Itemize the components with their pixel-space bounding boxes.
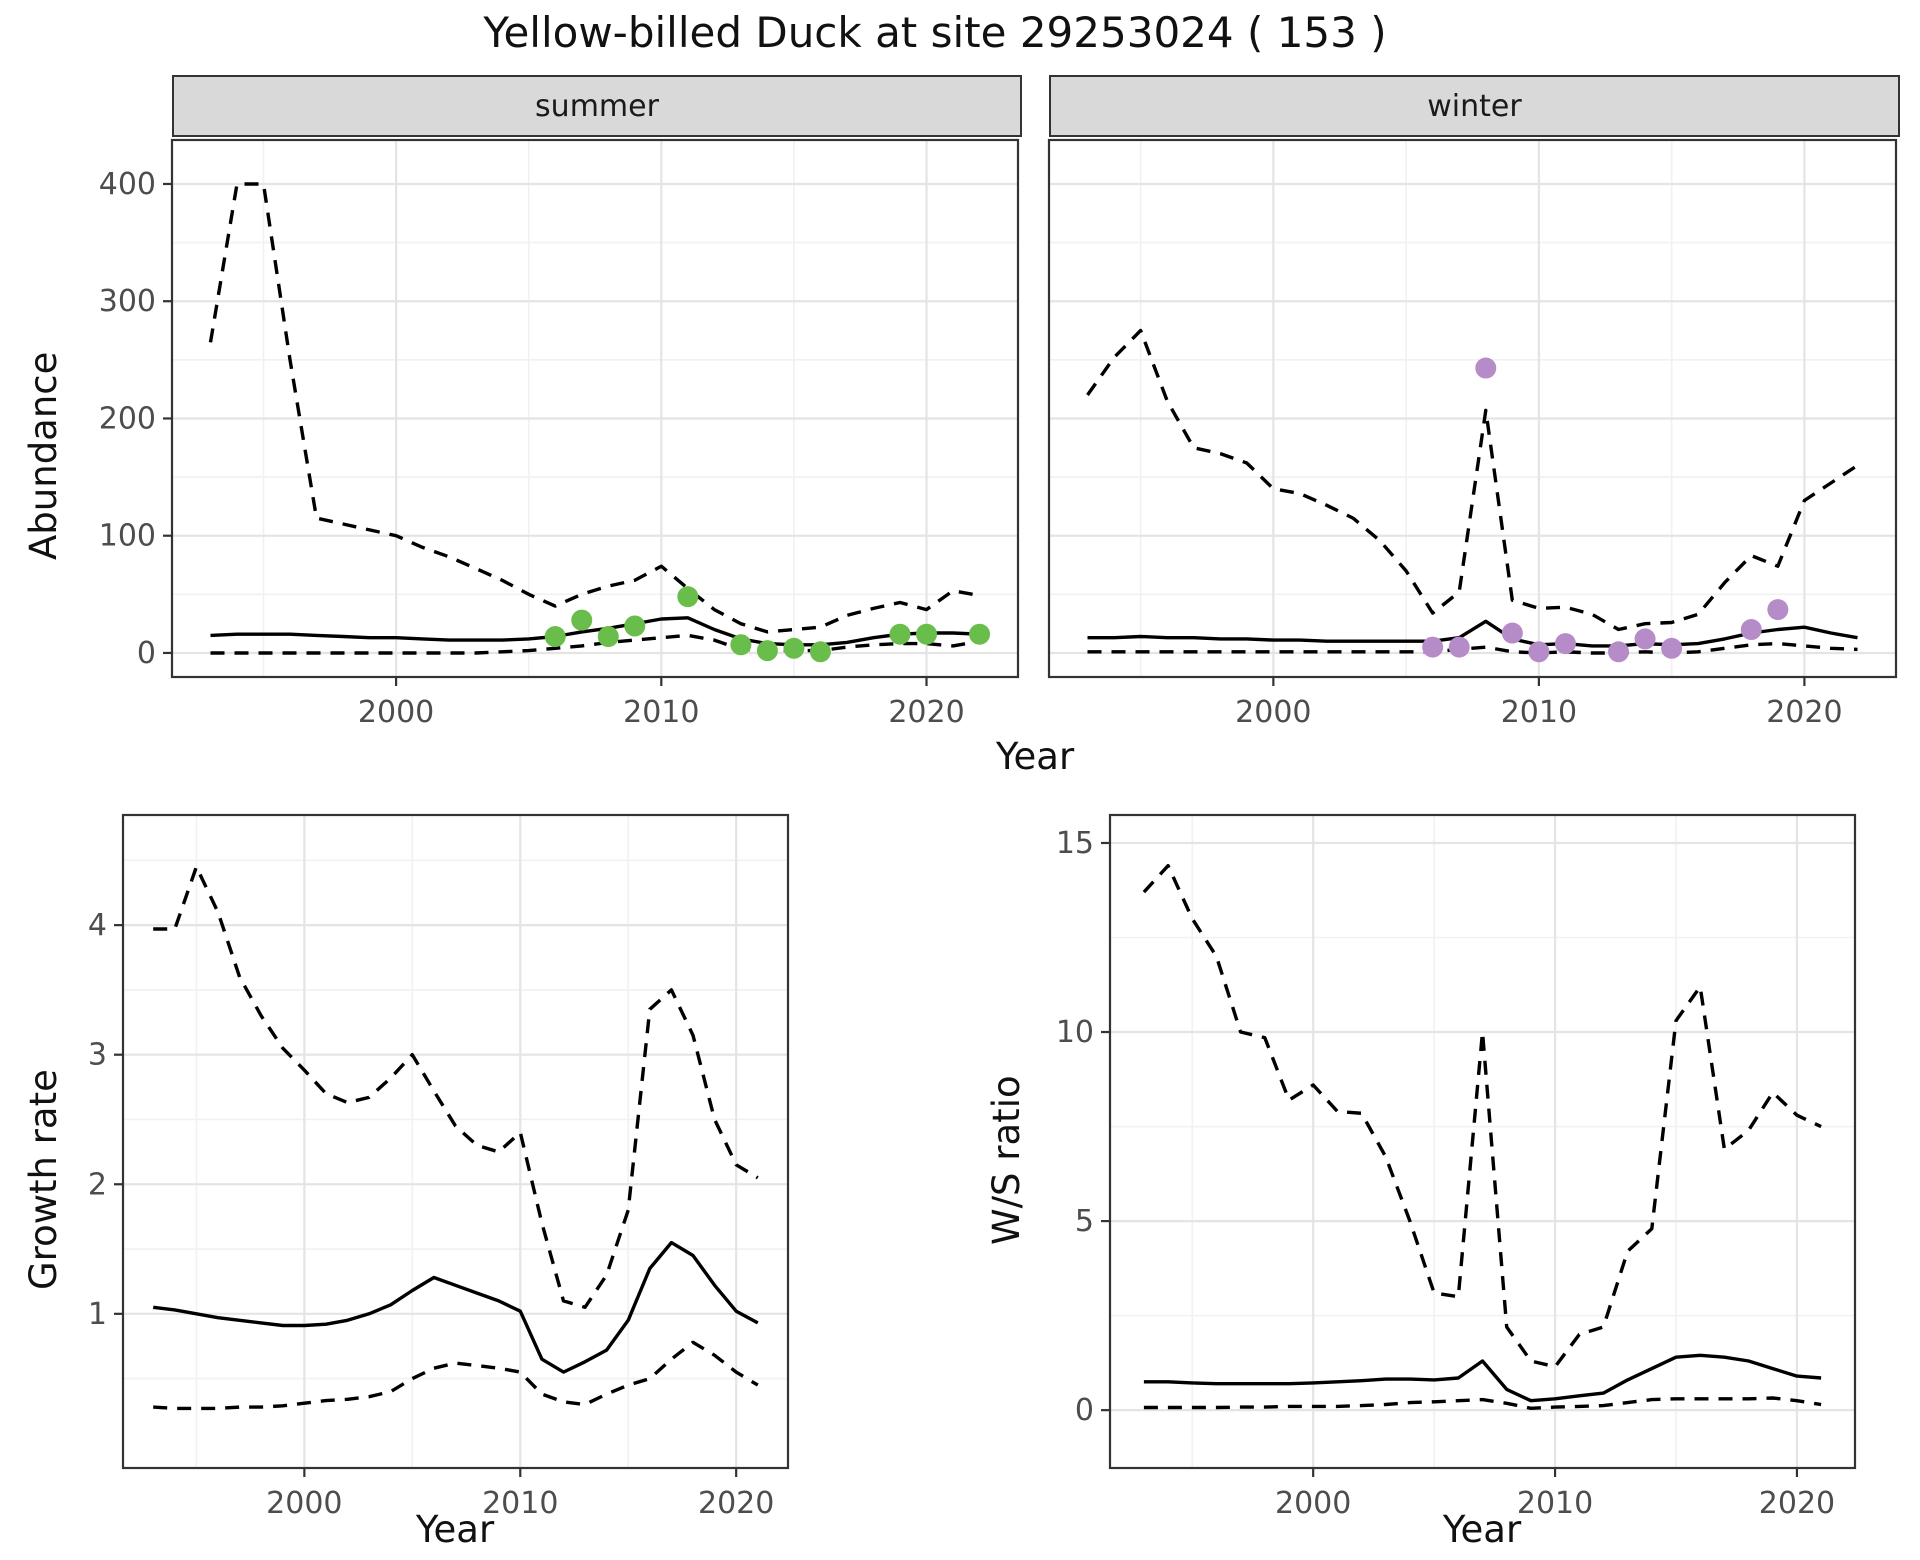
- growth-rate-panel: 2000 2010 2020 1 2 3 4: [88, 813, 790, 1521]
- y-axis-title-growth-rate: Growth rate: [22, 1069, 65, 1290]
- panel-background: [1049, 140, 1896, 677]
- x-axis-title-abundance: Year: [995, 735, 1075, 778]
- x-tick-label: 2020: [1759, 1486, 1835, 1521]
- winter-observation-point: [1528, 641, 1550, 663]
- summer-observation-point: [597, 626, 619, 648]
- x-tick-label: 2010: [1517, 1486, 1593, 1521]
- lower-ci-line: [210, 633, 980, 655]
- winter-observation-point: [1608, 641, 1630, 663]
- x-tick-label: 2020: [888, 695, 964, 730]
- winter-observation-point: [1767, 599, 1789, 621]
- summer-observation-point: [889, 623, 911, 645]
- x-tick-label: 2000: [358, 695, 434, 730]
- y-axis-title-ws-ratio: W/S ratio: [985, 1075, 1028, 1245]
- page-title: Yellow-billed Duck at site 29253024 ( 15…: [483, 8, 1387, 57]
- median-line: [210, 616, 980, 647]
- y-tick-label: 0: [1075, 1393, 1094, 1428]
- y-tick-label: 10: [1056, 1015, 1094, 1050]
- summer-observation-point: [809, 641, 831, 663]
- y-tick-label: 4: [88, 908, 107, 943]
- panel-border: [1047, 138, 1898, 679]
- panel-border: [1108, 813, 1857, 1470]
- panel-border: [170, 138, 1020, 679]
- y-tick-label: 200: [99, 401, 156, 436]
- summer-observation-point: [544, 626, 566, 648]
- x-tick-label: 2000: [1235, 695, 1311, 730]
- x-tick-label: 2010: [482, 1486, 558, 1521]
- y-tick-label: 5: [1075, 1204, 1094, 1239]
- facet-strip-winter-label: winter: [1427, 88, 1522, 124]
- summer-observation-point: [571, 609, 593, 631]
- summer-observation-point: [677, 586, 699, 608]
- winter-observation-point: [1634, 628, 1656, 650]
- panel-background: [123, 815, 788, 1468]
- median-line: [1087, 619, 1858, 648]
- winter-observation-point: [1501, 622, 1523, 644]
- winter-observation-point: [1475, 357, 1497, 379]
- facet-strip-summer-label: summer: [535, 88, 659, 124]
- winter-observation-point: [1740, 619, 1762, 641]
- y-tick-label: 400: [99, 167, 156, 202]
- median-line: [1143, 1353, 1822, 1403]
- abundance-summer-panel: 2000 2010 2020 0 100 200 300 400: [99, 138, 1020, 730]
- y-tick-label: 15: [1056, 826, 1094, 861]
- y-tick-label: 300: [99, 284, 156, 319]
- y-axis-title-abundance: Abundance: [22, 351, 65, 560]
- winter-observation-point: [1422, 636, 1444, 658]
- x-tick-label: 2010: [623, 695, 699, 730]
- upper-ci-line: [1142, 864, 1822, 1369]
- x-tick-label: 2020: [1766, 695, 1842, 730]
- y-tick-label: 2: [88, 1167, 107, 1202]
- summer-observation-point: [969, 623, 991, 645]
- lower-ci-line: [153, 1340, 759, 1411]
- panel-border: [121, 813, 790, 1470]
- winter-observation-point: [1661, 637, 1683, 659]
- facet-strip-winter: winter: [1049, 75, 1900, 137]
- summer-observation-point: [730, 634, 752, 656]
- summer-observation-point: [756, 640, 778, 662]
- winter-observation-point: [1448, 636, 1470, 658]
- facet-strip-summer: summer: [172, 75, 1022, 137]
- panel-background: [1110, 815, 1855, 1468]
- panel-background: [172, 140, 1018, 677]
- x-axis-title-growth-rate: Year: [415, 1508, 495, 1551]
- winter-observation-point: [1554, 633, 1576, 655]
- x-tick-label: 2010: [1501, 695, 1577, 730]
- x-axis-title-ws-ratio: Year: [1442, 1508, 1522, 1551]
- y-tick-label: 0: [137, 636, 156, 671]
- summer-observation-point: [916, 623, 938, 645]
- ws-ratio-panel: 2000 2010 2020 0 5 10 15: [1056, 813, 1857, 1521]
- lower-ci-line: [1143, 1396, 1822, 1411]
- x-tick-label: 2000: [266, 1486, 342, 1521]
- x-tick-label: 2020: [698, 1486, 774, 1521]
- y-tick-label: 100: [99, 519, 156, 554]
- x-tick-label: 2000: [1275, 1486, 1351, 1521]
- upper-ci-line: [153, 865, 759, 1310]
- lower-ci-line: [1087, 641, 1858, 655]
- y-tick-label: 1: [88, 1297, 107, 1332]
- median-line: [152, 1240, 759, 1374]
- summer-observation-point: [624, 615, 646, 637]
- upper-ci-line: [208, 182, 980, 634]
- y-tick-label: 3: [88, 1038, 107, 1073]
- summer-observation-point: [783, 637, 805, 659]
- abundance-winter-panel: 2000 2010 2020: [1047, 138, 1898, 730]
